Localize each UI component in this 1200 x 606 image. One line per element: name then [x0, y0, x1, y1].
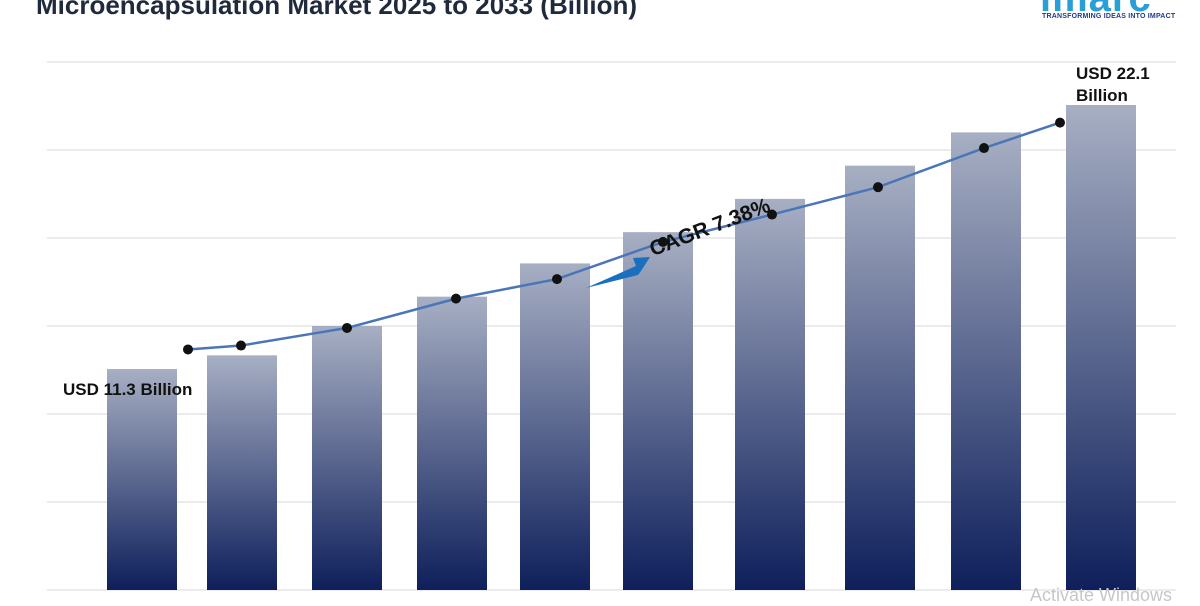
trend-point — [658, 236, 668, 247]
trend-point — [767, 209, 777, 220]
start-value-label: USD 11.3 Billion — [63, 380, 193, 399]
bar — [951, 132, 1021, 590]
trend-line — [187, 121, 1061, 351]
trend-point — [1055, 117, 1065, 128]
bar — [735, 198, 805, 590]
trend-line-group — [183, 117, 1065, 355]
os-watermark: Activate Windows — [1030, 585, 1173, 605]
end-value-label: USD 22.1 Billion — [1076, 64, 1150, 105]
chart-title: Microencapsulation Market 2025 to 2033 (… — [36, 0, 638, 20]
cagr-arrow — [586, 257, 650, 288]
trend-point — [342, 322, 352, 333]
bar — [107, 369, 177, 590]
bar — [417, 296, 487, 590]
logo-wordmark: imarc — [1040, 0, 1152, 18]
trend-point — [183, 344, 193, 355]
bar — [520, 263, 590, 590]
bars — [107, 105, 1136, 591]
trend-point — [236, 340, 246, 351]
imarc-logo: imarc TRANSFORMING IDEAS INTO IMPACT — [1040, 0, 1175, 20]
bar — [845, 165, 915, 590]
trend-point — [451, 293, 461, 304]
bar — [623, 232, 693, 590]
trend-point — [979, 143, 989, 154]
bar — [207, 355, 277, 590]
trend-point — [873, 182, 883, 193]
bar — [1066, 105, 1136, 591]
trend-point — [552, 274, 562, 285]
logo-tagline: TRANSFORMING IDEAS INTO IMPACT — [1042, 13, 1176, 20]
bar — [312, 326, 382, 590]
